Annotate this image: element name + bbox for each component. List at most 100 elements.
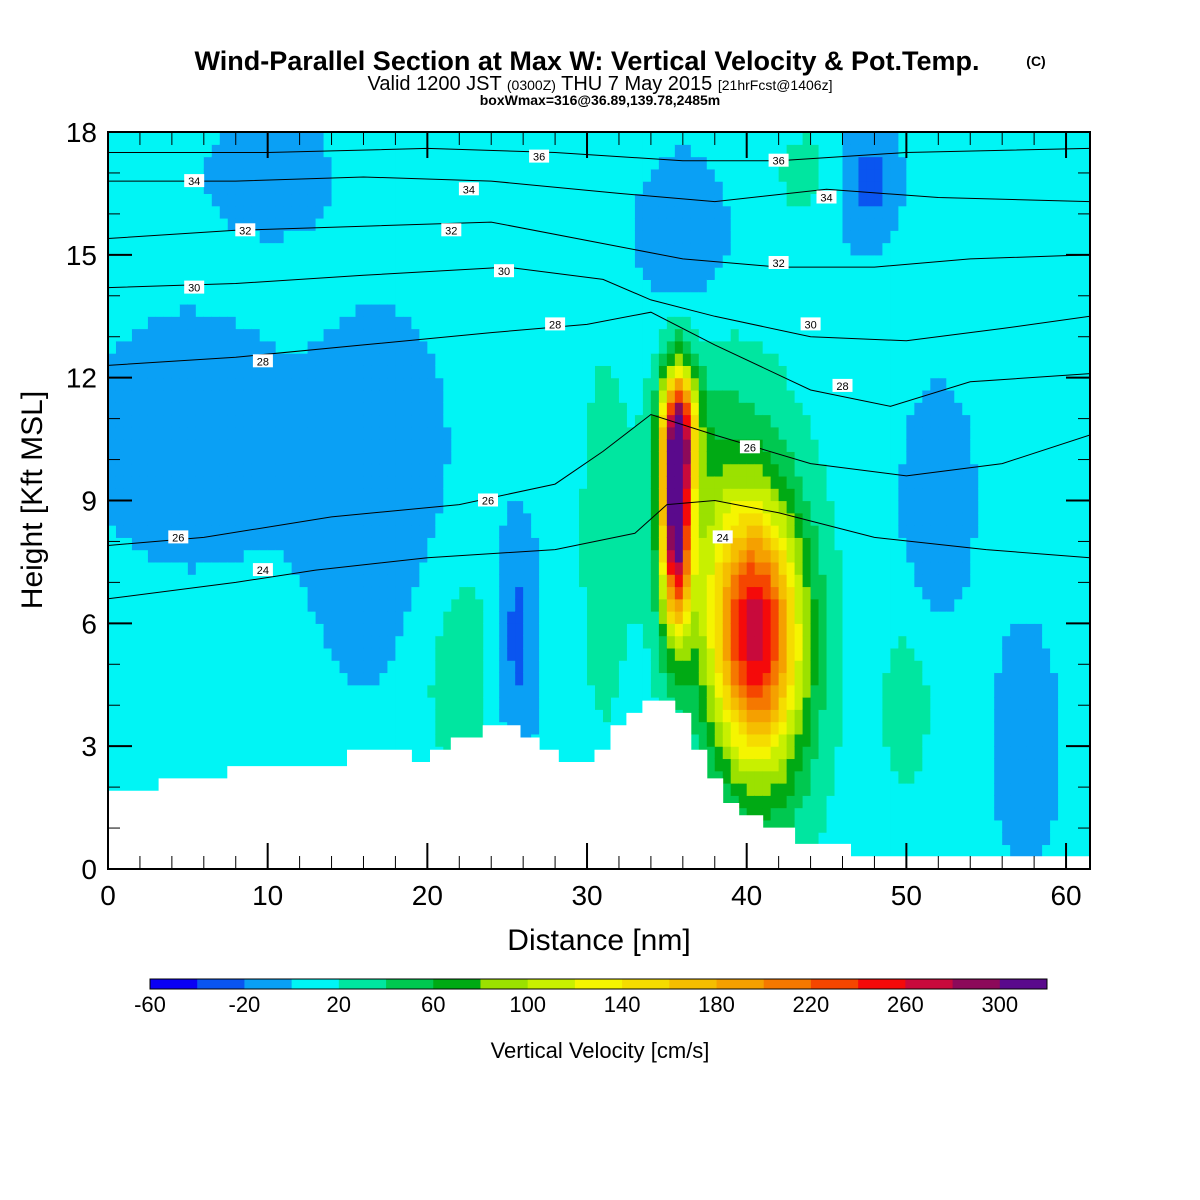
- velocity-cell: [547, 660, 556, 674]
- velocity-cell: [722, 353, 732, 366]
- velocity-cell: [523, 217, 532, 231]
- velocity-cell: [203, 156, 213, 170]
- velocity-cell: [539, 426, 548, 440]
- velocity-cell: [291, 230, 301, 244]
- velocity-cell: [427, 549, 436, 563]
- velocity-cell: [563, 414, 572, 428]
- velocity-cell: [155, 402, 165, 416]
- velocity-cell: [411, 561, 420, 575]
- velocity-cell: [746, 451, 756, 465]
- velocity-cell: [610, 181, 620, 195]
- velocity-cell: [147, 475, 157, 489]
- velocity-cell: [371, 635, 381, 649]
- velocity-cell: [539, 721, 548, 735]
- velocity-cell: [539, 328, 548, 342]
- velocity-cell: [251, 242, 261, 256]
- velocity-cell: [539, 660, 548, 674]
- velocity-cell: [235, 389, 245, 403]
- velocity-cell: [363, 697, 373, 710]
- velocity-cell: [706, 193, 716, 207]
- velocity-cell: [379, 144, 389, 158]
- velocity-cell: [642, 549, 652, 563]
- velocity-cell: [730, 340, 740, 354]
- velocity-cell: [499, 598, 508, 612]
- velocity-cell: [738, 181, 748, 195]
- velocity-cell: [243, 746, 253, 760]
- velocity-cell: [475, 132, 484, 145]
- velocity-cell: [163, 205, 173, 219]
- velocity-cell: [379, 439, 389, 452]
- velocity-cell: [219, 168, 229, 182]
- velocity-cell: [355, 733, 365, 747]
- velocity-cell: [491, 525, 500, 538]
- velocity-cell: [746, 561, 756, 575]
- velocity-cell: [626, 254, 636, 268]
- velocity-cell: [108, 500, 117, 514]
- velocity-cell: [698, 205, 708, 219]
- velocity-cell: [706, 672, 716, 686]
- velocity-cell: [563, 365, 572, 379]
- velocity-cell: [427, 574, 436, 588]
- velocity-cell: [131, 758, 141, 772]
- velocity-cell: [427, 303, 436, 317]
- velocity-cell: [642, 414, 652, 428]
- velocity-cell: [754, 697, 764, 710]
- velocity-cell: [515, 549, 524, 563]
- velocity-cell: [251, 439, 261, 452]
- velocity-cell: [626, 451, 636, 465]
- velocity-cell: [650, 193, 660, 207]
- velocity-cell: [235, 733, 245, 747]
- velocity-cell: [459, 574, 468, 588]
- velocity-cell: [108, 267, 117, 280]
- velocity-cell: [626, 132, 636, 145]
- velocity-cell: [347, 647, 357, 661]
- velocity-cell: [587, 389, 596, 403]
- velocity-cell: [211, 733, 221, 747]
- velocity-cell: [634, 328, 644, 342]
- velocity-cell: [634, 144, 644, 158]
- velocity-cell: [443, 733, 452, 747]
- velocity-cell: [762, 770, 772, 784]
- velocity-cell: [706, 439, 716, 452]
- velocity-cell: [690, 426, 700, 440]
- velocity-cell: [682, 672, 692, 686]
- velocity-cell: [690, 377, 700, 391]
- velocity-cell: [227, 389, 237, 403]
- velocity-cell: [531, 132, 540, 145]
- velocity-cell: [243, 377, 253, 391]
- velocity-cell: [459, 132, 468, 145]
- velocity-cell: [738, 217, 748, 231]
- velocity-cell: [275, 475, 285, 489]
- velocity-cell: [746, 758, 756, 772]
- velocity-cell: [339, 291, 349, 305]
- velocity-cell: [650, 316, 660, 330]
- velocity-cell: [259, 500, 269, 514]
- velocity-cell: [387, 328, 397, 342]
- velocity-cell: [211, 242, 221, 256]
- velocity-cell: [387, 611, 397, 624]
- velocity-cell: [626, 647, 636, 661]
- velocity-cell: [555, 635, 564, 649]
- velocity-cell: [163, 475, 173, 489]
- velocity-cell: [738, 365, 748, 379]
- velocity-cell: [131, 598, 141, 612]
- velocity-cell: [690, 598, 700, 612]
- velocity-cell: [650, 500, 660, 514]
- velocity-cell: [115, 586, 125, 600]
- velocity-cell: [746, 303, 756, 317]
- velocity-cell: [203, 647, 213, 661]
- velocity-cell: [139, 561, 149, 575]
- velocity-cell: [203, 463, 213, 477]
- velocity-cell: [595, 684, 604, 698]
- velocity-cell: [259, 132, 269, 145]
- velocity-cell: [650, 279, 660, 293]
- velocity-cell: [403, 463, 412, 477]
- velocity-cell: [547, 611, 556, 624]
- velocity-cell: [682, 267, 692, 280]
- velocity-cell: [179, 217, 189, 231]
- velocity-cell: [387, 463, 397, 477]
- velocity-cell: [698, 733, 708, 747]
- velocity-cell: [571, 168, 580, 182]
- velocity-cell: [123, 267, 133, 280]
- velocity-cell: [187, 549, 197, 563]
